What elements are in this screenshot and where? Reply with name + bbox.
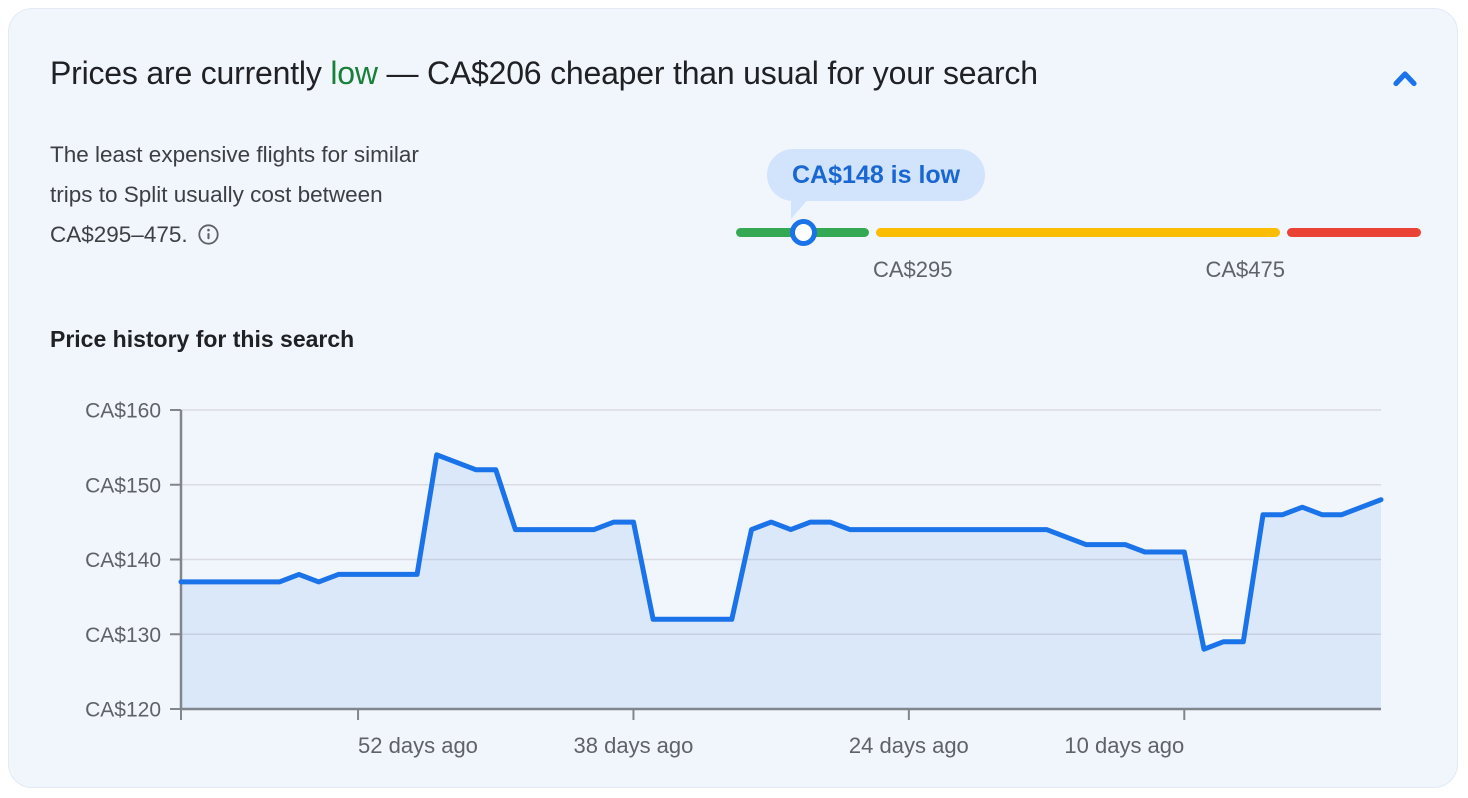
page-title: Prices are currently low — CA$206 cheape… [50,53,1038,95]
price-level-tooltip: CA$148 is low [767,149,986,201]
gauge-high-segment [1287,228,1421,237]
price-level-tooltip-text: CA$148 is low [792,160,961,189]
price-insights-card: Prices are currently low — CA$206 cheape… [8,8,1458,788]
title-prefix: Prices are currently [50,55,331,91]
x-tick-label: 10 days ago [1064,733,1184,758]
info-icon[interactable] [197,219,220,259]
x-tick-label: 24 days ago [849,733,969,758]
price-history-chart-container: CA$160 CA$150 CA$140 CA$130 CA$120 52 days ag… [41,391,1433,782]
title-suffix: — CA$206 cheaper than usual for your sea… [377,55,1038,91]
chevron-up-icon [1390,66,1420,92]
y-tick-label: CA$130 [85,624,161,647]
price-line [178,452,1384,652]
price-history-title: Price history for this search [50,326,355,352]
gauge-low-boundary-label: CA$295 [873,257,953,282]
summary-line-3: CA$295–475. [50,215,419,259]
y-tick-label: CA$150 [85,474,161,497]
collapse-button[interactable] [1383,57,1427,101]
summary-line-2: trips to Split usually cost between [50,182,383,207]
gauge-high-boundary-label: CA$475 [1205,257,1285,282]
y-tick-label: CA$160 [85,400,161,423]
x-tick-label: 52 days ago [358,733,478,758]
title-price-level: low [330,55,378,91]
price-insights-header: Prices are currently low — CA$206 cheape… [50,53,1427,101]
price-range-summary: The least expensive flights for similar … [50,135,419,259]
current-price-marker [790,219,817,246]
summary-line-1: The least expensive flights for similar [50,142,419,167]
price-area-fill [181,454,1381,709]
tooltip-pointer [791,197,810,219]
x-tick-label: 38 days ago [574,733,694,758]
gauge-typical-segment [876,228,1280,237]
y-tick-label: CA$120 [85,699,161,722]
price-history-chart[interactable]: CA$160 CA$150 CA$140 CA$130 CA$120 52 days ag… [41,391,1433,777]
y-tick-label: CA$140 [85,549,161,572]
